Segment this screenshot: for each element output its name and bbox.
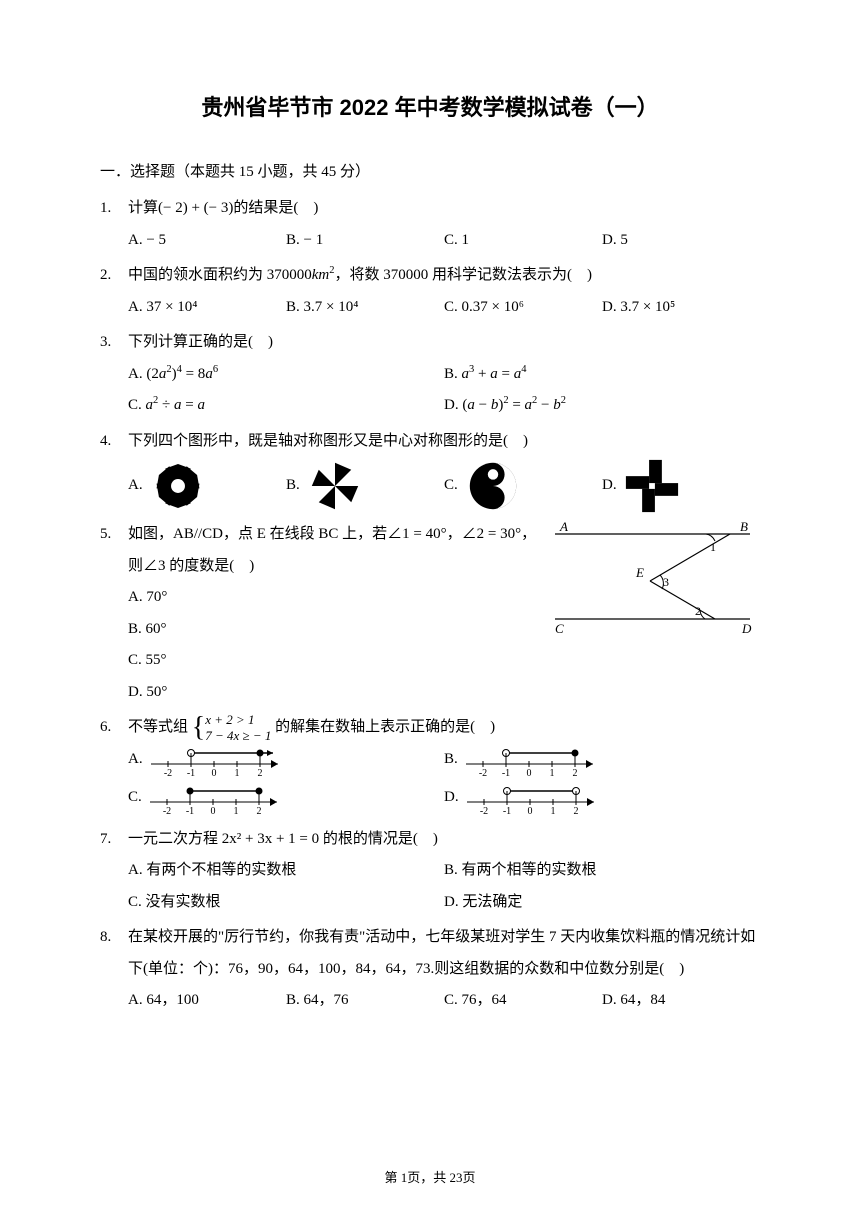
q3-stem: 下列计算正确的是( ) [128, 327, 760, 359]
svg-text:-2: -2 [163, 768, 171, 776]
svg-text:3: 3 [663, 575, 669, 589]
svg-text:1: 1 [550, 806, 555, 814]
svg-text:2: 2 [256, 806, 261, 814]
q7-opt-a: A. 有两个不相等的实数根 [128, 855, 444, 887]
q4-stem: 下列四个图形中，既是轴对称图形又是中心对称图形的是( ) [128, 426, 760, 458]
svg-text:1: 1 [233, 806, 238, 814]
numberline-b-icon: -2 -1 0 1 2 [458, 744, 603, 776]
q6-opt-a: A. [128, 748, 143, 771]
q2-stem: 中国的领水面积约为 370000km2，将数 370000 用科学记数法表示为(… [128, 260, 760, 292]
svg-text:D: D [741, 621, 752, 636]
q6-opt-c: C. [128, 786, 142, 809]
question-7: 7. 一元二次方程 2x² + 3x + 1 = 0 的根的情况是( ) A. … [100, 824, 760, 919]
q2-opt-c: C. 0.37 × 10⁶ [444, 292, 602, 324]
svg-text:1: 1 [234, 768, 239, 776]
question-8: 8. 在某校开展的"厉行节约，你我有责"活动中，七年级某班对学生 7 天内收集饮… [100, 922, 760, 1017]
q1-opt-b: B. − 1 [286, 225, 444, 257]
q5-opt-d: D. 50° [128, 677, 550, 709]
q4-opt-d: D. [602, 470, 617, 502]
question-6: 6. 不等式组 { x + 2 > 1 7 − 4x ≥ − 1 的解集在数轴上… [100, 712, 760, 820]
section-header: 一．选择题（本题共 15 小题，共 45 分） [100, 160, 760, 181]
svg-text:B: B [740, 519, 748, 534]
q3-opt-d: D. (a − b)2 = a2 − b2 [444, 390, 760, 422]
q8-stem: 在某校开展的"厉行节约，你我有责"活动中，七年级某班对学生 7 天内收集饮料瓶的… [128, 922, 760, 985]
q2-opt-a: A. 37 × 10⁴ [128, 292, 286, 324]
page-title: 贵州省毕节市 2022 年中考数学模拟试卷（一） [100, 90, 760, 122]
svg-text:2: 2 [257, 768, 262, 776]
windmill-squares-icon [623, 457, 681, 515]
svg-text:-1: -1 [186, 806, 194, 814]
q2-num: 2. [100, 260, 128, 323]
q6-num: 6. [100, 712, 128, 820]
svg-text:0: 0 [526, 768, 531, 776]
question-4: 4. 下列四个图形中，既是轴对称图形又是中心对称图形的是( ) A. B. [100, 426, 760, 516]
svg-text:-2: -2 [479, 806, 487, 814]
svg-text:-1: -1 [186, 768, 194, 776]
q7-stem: 一元二次方程 2x² + 3x + 1 = 0 的根的情况是( ) [128, 824, 760, 856]
q2-opt-d: D. 3.7 × 10⁵ [602, 292, 760, 324]
q3-opt-a: A. (2a2)4 = 8a6 [128, 359, 444, 391]
pinwheel-icon [306, 457, 364, 515]
numberline-c-icon: -2 -1 0 1 2 [142, 782, 287, 814]
svg-text:-1: -1 [502, 806, 510, 814]
q3-opt-b: B. a3 + a = a4 [444, 359, 760, 391]
q4-opt-c: C. [444, 470, 458, 502]
question-1: 1. 计算(− 2) + (− 3)的结果是( ) A. − 5 B. − 1 … [100, 193, 760, 256]
svg-text:-2: -2 [163, 806, 171, 814]
svg-text:C: C [555, 621, 564, 636]
svg-text:-2: -2 [479, 768, 487, 776]
q5-num: 5. [100, 519, 128, 708]
svg-text:E: E [635, 565, 644, 580]
q8-opt-b: B. 64，76 [286, 985, 444, 1017]
svg-text:2: 2 [695, 604, 701, 618]
svg-text:1: 1 [549, 768, 554, 776]
q5-opt-c: C. 55° [128, 645, 550, 677]
numberline-a-icon: -2 -1 0 1 2 [143, 744, 288, 776]
geometry-figure: A B C D E 1 2 3 [550, 519, 760, 649]
svg-text:1: 1 [710, 540, 716, 554]
q1-stem: 计算(− 2) + (− 3)的结果是( ) [128, 193, 760, 225]
question-2: 2. 中国的领水面积约为 370000km2，将数 370000 用科学记数法表… [100, 260, 760, 323]
q4-num: 4. [100, 426, 128, 516]
q3-opt-c: C. a2 ÷ a = a [128, 390, 444, 422]
svg-text:0: 0 [527, 806, 532, 814]
svg-text:0: 0 [210, 806, 215, 814]
q6-opt-b: B. [444, 748, 458, 771]
q8-opt-c: C. 76，64 [444, 985, 602, 1017]
question-5: 5. 如图，AB//CD，点 E 在线段 BC 上，若∠1 = 40°，∠2 =… [100, 519, 760, 708]
q4-opt-b: B. [286, 470, 300, 502]
page-footer: 第 1页，共 23页 [0, 1167, 860, 1186]
q7-num: 7. [100, 824, 128, 919]
q1-opt-d: D. 5 [602, 225, 760, 257]
svg-text:2: 2 [573, 806, 578, 814]
q5-stem2: 则∠3 的度数是( ) [128, 551, 550, 583]
q1-num: 1. [100, 193, 128, 256]
q8-opt-a: A. 64，100 [128, 985, 286, 1017]
q5-opt-b: B. 60° [128, 614, 550, 646]
q6-opt-d: D. [444, 786, 459, 809]
q5-stem: 如图，AB//CD，点 E 在线段 BC 上，若∠1 = 40°，∠2 = 30… [128, 519, 550, 551]
q7-opt-c: C. 没有实数根 [128, 887, 444, 919]
svg-text:0: 0 [211, 768, 216, 776]
q1-opt-a: A. − 5 [128, 225, 286, 257]
q6-stem: 不等式组 { x + 2 > 1 7 − 4x ≥ − 1 的解集在数轴上表示正… [128, 712, 760, 744]
svg-text:2: 2 [572, 768, 577, 776]
hexagon-swirl-icon [149, 457, 207, 515]
svg-text:A: A [559, 519, 568, 534]
q8-num: 8. [100, 922, 128, 1017]
q7-opt-d: D. 无法确定 [444, 887, 760, 919]
q4-opt-a: A. [128, 470, 143, 502]
yinyang-comma-icon [464, 457, 522, 515]
q1-opt-c: C. 1 [444, 225, 602, 257]
q5-opt-a: A. 70° [128, 582, 550, 614]
svg-text:-1: -1 [502, 768, 510, 776]
q2-opt-b: B. 3.7 × 10⁴ [286, 292, 444, 324]
q7-opt-b: B. 有两个相等的实数根 [444, 855, 760, 887]
question-3: 3. 下列计算正确的是( ) A. (2a2)4 = 8a6 B. a3 + a… [100, 327, 760, 422]
q8-opt-d: D. 64，84 [602, 985, 760, 1017]
q3-num: 3. [100, 327, 128, 422]
numberline-d-icon: -2 -1 0 1 2 [459, 782, 604, 814]
